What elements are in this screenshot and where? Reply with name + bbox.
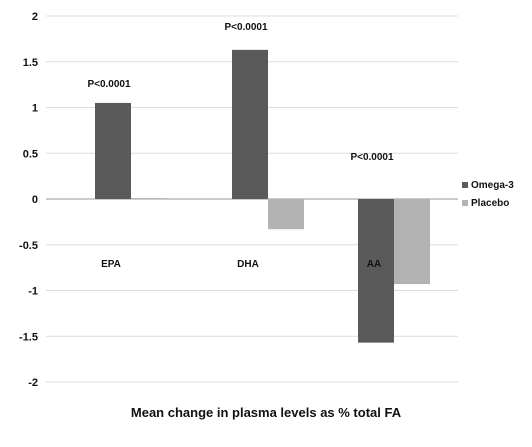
bar-dha-placebo (268, 199, 304, 230)
legend-label: Placebo (471, 198, 509, 209)
y-tick-label: 1 (32, 103, 38, 115)
p-value-annotation: P<0.0001 (350, 152, 394, 163)
y-tick-label: 0 (32, 194, 38, 206)
category-label: EPA (101, 259, 121, 270)
bar-aa-omega-3 (358, 199, 394, 343)
y-tick-label: 1.5 (23, 57, 38, 69)
bar-aa-placebo (394, 199, 430, 285)
category-label: DHA (237, 259, 259, 270)
x-axis-caption: Mean change in plasma levels as % total … (130, 405, 402, 420)
p-value-annotation: P<0.0001 (224, 22, 268, 33)
legend-label: Omega-3 (471, 180, 514, 191)
y-tick-label: -0.5 (19, 240, 38, 252)
bar-epa-omega-3 (95, 102, 131, 199)
bar-dha-omega-3 (232, 49, 268, 200)
y-tick-label: -1.5 (19, 331, 38, 343)
y-tick-label: -1 (28, 286, 38, 298)
bar-epa-placebo (131, 198, 167, 200)
legend-swatch (462, 200, 468, 206)
y-tick-label: 2 (32, 11, 38, 23)
p-value-annotation: P<0.0001 (87, 79, 131, 90)
y-tick-label: -2 (28, 377, 38, 389)
y-tick-label: 0.5 (23, 148, 38, 160)
bar-chart: 2 1.5 1 0.5 0 -0.5 -1 -1.5 -2 EPA DHA AA P<0.0001 P<0… (19, 11, 514, 389)
category-label: AA (367, 259, 381, 270)
legend-swatch (462, 182, 468, 188)
